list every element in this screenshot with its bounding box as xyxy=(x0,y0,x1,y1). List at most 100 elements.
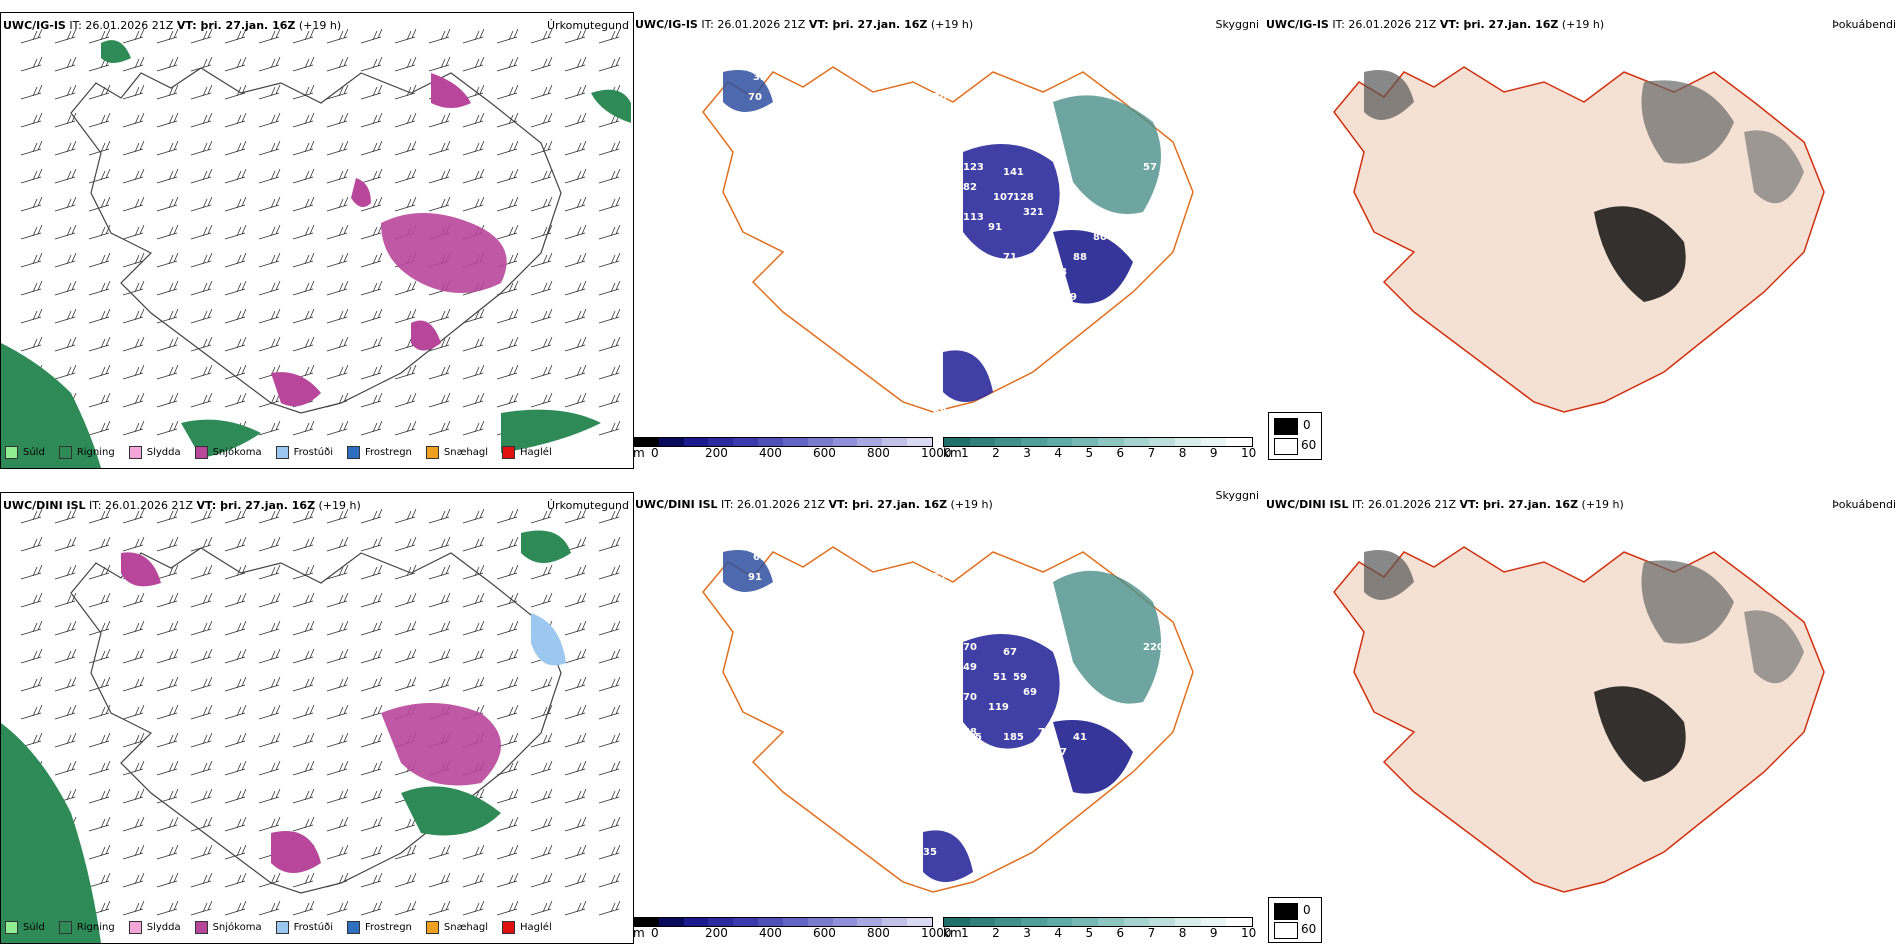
fog-panel-top: UWC/IG-IS IT: 26.01.2026 21Z VT: þri. 27… xyxy=(1264,12,1900,467)
cloud-base-label: 67 xyxy=(963,247,977,258)
wind-barb xyxy=(428,392,451,408)
wind-barb xyxy=(156,508,179,524)
wind-barb xyxy=(122,84,145,100)
wind-barb xyxy=(394,676,417,692)
legend-label: Slydda xyxy=(146,447,181,458)
wind-barb xyxy=(292,168,315,184)
legend-item-snjókoma: Snjókoma xyxy=(194,921,262,934)
legend-item-slydda: Slydda xyxy=(128,921,181,934)
wind-barb xyxy=(496,648,519,664)
wind-barb xyxy=(122,816,145,832)
wind-barb xyxy=(190,816,213,832)
wind-barb xyxy=(394,648,417,664)
wind-barb xyxy=(156,760,179,776)
precip-legend-top: Súld Rigning Slydda Snjókoma Frostúði Frostre… xyxy=(5,446,566,462)
cloud-map-top xyxy=(702,66,1194,413)
colorbar-cell xyxy=(1098,918,1124,926)
wind-barb xyxy=(326,84,349,100)
wind-barb xyxy=(54,536,77,552)
wind-barb xyxy=(360,620,383,636)
wind-barb xyxy=(598,224,621,240)
wind-barb xyxy=(530,84,553,100)
colorbar-cell xyxy=(708,918,734,926)
legend-item-frostregn: Frostregn xyxy=(347,446,412,459)
wind-barb xyxy=(88,224,111,240)
wind-barb xyxy=(190,280,213,296)
wind-barb xyxy=(530,28,553,44)
wind-barb xyxy=(292,28,315,44)
wind-barb xyxy=(156,788,179,804)
colorbar-tick: 10 xyxy=(1241,446,1257,460)
precip-panel-bottom: UWC/DINI ISL IT: 26.01.2026 21Z VT: þri.… xyxy=(0,492,634,944)
wind-barb xyxy=(394,592,417,608)
wind-barb xyxy=(496,56,519,72)
wind-barb xyxy=(598,392,621,408)
precip-legend-bottom: Súld Rigning Slydda Snjókoma Frostúði Frostre… xyxy=(5,921,566,937)
wind-barb xyxy=(394,536,417,552)
wind-barb xyxy=(190,28,213,44)
wind-barb xyxy=(54,280,77,296)
wind-barb xyxy=(598,28,621,44)
legend-swatch xyxy=(347,921,360,934)
wind-barb xyxy=(258,900,281,916)
wind-barb xyxy=(598,364,621,380)
title-precip-bottom: Úrkomutegund xyxy=(547,499,629,512)
wind-barb xyxy=(462,508,485,524)
wind-barb xyxy=(258,168,281,184)
legend-item-snjókoma: Snjókoma xyxy=(194,446,262,459)
wind-barb xyxy=(292,900,315,916)
wind-barb xyxy=(258,732,281,748)
wind-barb xyxy=(530,168,553,184)
wind-barb xyxy=(122,844,145,860)
wind-barb xyxy=(122,648,145,664)
cloud-base-label: 80 xyxy=(1093,232,1107,243)
wind-barb xyxy=(326,648,349,664)
fog-panel-bottom: UWC/DINI ISL IT: 26.01.2026 21Z VT: þri.… xyxy=(1264,492,1900,943)
cloud-panel-bottom: UWC/DINI ISL IT: 26.01.2026 21Z VT: þri.… xyxy=(633,489,1263,942)
wind-barb xyxy=(88,252,111,268)
cloud-base-label: 70 xyxy=(963,642,977,653)
colorbar-cell xyxy=(907,438,932,446)
wind-barb xyxy=(122,420,145,436)
wind-barb xyxy=(54,508,77,524)
wind-barb xyxy=(88,732,111,748)
wind-barb xyxy=(258,280,281,296)
wind-barb xyxy=(360,900,383,916)
colorbar-cell xyxy=(658,438,684,446)
wind-barb xyxy=(360,112,383,128)
wind-barb xyxy=(428,336,451,352)
colorbar-cell xyxy=(1200,438,1227,446)
wind-barb xyxy=(122,196,145,212)
wind-barb xyxy=(564,280,587,296)
wind-barb xyxy=(156,392,179,408)
wind-barb xyxy=(394,56,417,72)
wind-barb xyxy=(190,760,213,776)
cloud-base-label: 59 xyxy=(1013,672,1027,683)
wind-barb xyxy=(326,308,349,324)
wind-barb xyxy=(360,168,383,184)
legend-item-frostúði: Frostúði xyxy=(275,446,333,459)
cloud-base-label: 97 xyxy=(913,612,927,623)
wind-barb xyxy=(564,508,587,524)
wind-barb xyxy=(564,704,587,720)
wind-barb xyxy=(360,844,383,860)
wind-barb xyxy=(564,648,587,664)
wind-barb xyxy=(326,196,349,212)
wind-barb xyxy=(224,252,247,268)
wind-barb xyxy=(258,28,281,44)
wind-barb xyxy=(224,280,247,296)
wind-barb xyxy=(54,84,77,100)
wind-barb xyxy=(292,620,315,636)
wind-barb xyxy=(326,252,349,268)
wind-barb xyxy=(292,564,315,580)
cloud-base-label: 41 xyxy=(1073,732,1087,743)
cloud-panel-top: UWC/IG-IS IT: 26.01.2026 21Z VT: þri. 27… xyxy=(633,12,1263,467)
legend-label: Rigning xyxy=(76,922,115,933)
wind-barb xyxy=(360,592,383,608)
wind-barb xyxy=(496,816,519,832)
wind-barb xyxy=(360,56,383,72)
cloud-base-label: 80 xyxy=(933,107,947,118)
wind-barb xyxy=(598,140,621,156)
wind-barb xyxy=(598,564,621,580)
cloud-base-label: 68 xyxy=(933,407,947,418)
